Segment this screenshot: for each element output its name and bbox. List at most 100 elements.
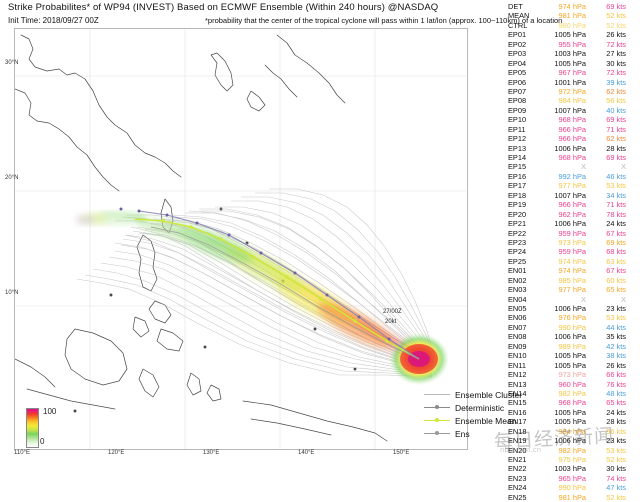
member-name: MEAN: [508, 11, 530, 21]
member-name: EP16: [508, 171, 527, 181]
member-name: EN16: [508, 407, 527, 417]
member-wind: 30 kts: [606, 464, 626, 474]
member-wind: 38 kts: [606, 351, 626, 361]
legend-swatch-icon: [424, 416, 450, 425]
member-pressure: 972 hPa: [558, 86, 586, 96]
member-name: EP19: [508, 200, 527, 210]
member-pressure: 966 hPa: [558, 124, 586, 134]
member-name: EP06: [508, 77, 527, 87]
member-pressure: 1001 hPa: [554, 77, 586, 87]
member-pressure: 989 hPa: [558, 341, 586, 351]
member-pressure: 982 hPa: [558, 388, 586, 398]
member-name: EN18: [508, 426, 527, 436]
table-row: EN07 990 hPa 44 kts: [508, 323, 640, 332]
table-row: EP08 984 hPa 56 kts: [508, 96, 640, 105]
member-name: EN22: [508, 464, 527, 474]
map-graphic: [15, 29, 467, 449]
member-name: EN15: [508, 398, 527, 408]
member-name: EN08: [508, 332, 527, 342]
member-pressure: 984 hPa: [558, 426, 586, 436]
member-wind: 67 kts: [606, 228, 626, 238]
ensemble-member-table[interactable]: DET 974 hPa 69 kts MEAN 981 hPa 52 kts CTRL 980…: [508, 2, 640, 502]
table-row: EP13 1006 hPa 28 kts: [508, 144, 640, 153]
member-pressure: 1007 hPa: [554, 190, 586, 200]
member-pressure: 985 hPa: [558, 275, 586, 285]
table-row: EN24 990 hPa 47 kts: [508, 483, 640, 492]
member-name: EN12: [508, 370, 527, 380]
table-row: EN08 1006 hPa 35 kts: [508, 332, 640, 341]
table-row: EN14 982 hPa 48 kts: [508, 389, 640, 398]
member-pressure: 1005 hPa: [554, 351, 586, 361]
member-name: EP11: [508, 124, 526, 134]
xtick-140e: 140°E: [298, 450, 315, 456]
strike-probability-map[interactable]: 27/00Z 20kt: [14, 28, 468, 450]
table-row: EP20 962 hPa 78 kts: [508, 210, 640, 219]
table-row: EN01 974 hPa 67 kts: [508, 266, 640, 275]
member-name: EP09: [508, 105, 527, 115]
member-wind: 28 kts: [606, 417, 626, 427]
member-name: EP13: [508, 143, 527, 153]
legend-item-3[interactable]: Ens: [424, 427, 544, 440]
table-row: EN11 1005 hPa 26 kts: [508, 361, 640, 370]
member-wind: 53 kts: [606, 313, 626, 323]
member-name: DET: [508, 2, 523, 11]
legend-swatch-icon: [424, 390, 450, 399]
member-wind: 53 kts: [606, 181, 626, 191]
colorbar-min-label: 0: [40, 437, 45, 446]
legend-item-label: Deterministic: [455, 402, 505, 413]
table-row: EP21 1006 hPa 24 kts: [508, 219, 640, 228]
table-row: MEAN 981 hPa 52 kts: [508, 11, 640, 20]
member-pressure: 974 hPa: [558, 256, 586, 266]
table-row: EN12 973 hPa 66 kts: [508, 370, 640, 379]
table-row: EP17 977 hPa 53 kts: [508, 181, 640, 190]
member-name: EN01: [508, 266, 527, 276]
member-wind: 23 kts: [606, 304, 626, 313]
member-name: EP17: [508, 181, 527, 191]
member-wind: 74 kts: [606, 473, 626, 483]
member-wind: 40 kts: [606, 105, 626, 115]
member-pressure: 968 hPa: [558, 398, 586, 408]
member-pressure: 1006 hPa: [554, 219, 586, 229]
member-wind: 68 kts: [606, 247, 626, 257]
member-wind: 48 kts: [606, 388, 626, 398]
table-row: EN25 981 hPa 52 kts: [508, 493, 640, 502]
member-name: EN06: [508, 313, 527, 323]
member-pressure: 981 hPa: [558, 492, 586, 502]
member-name: EN09: [508, 341, 527, 351]
member-wind: 28 kts: [606, 143, 626, 153]
member-pressure: 966 hPa: [558, 134, 586, 144]
table-row: EN15 968 hPa 65 kts: [508, 398, 640, 407]
table-row: EP14 968 hPa 69 kts: [508, 153, 640, 162]
table-row: DET 974 hPa 69 kts: [508, 2, 640, 11]
table-row: EP07 972 hPa 62 kts: [508, 87, 640, 96]
page-title: Strike Probabilites* of WP94 (INVEST) Ba…: [8, 2, 439, 13]
member-wind: 34 kts: [606, 190, 626, 200]
legend-item-2[interactable]: Ensemble Mean: [424, 414, 544, 427]
member-pressure: 1003 hPa: [554, 49, 586, 59]
table-row: EP01 1005 hPa 26 kts: [508, 30, 640, 39]
member-pressure: 977 hPa: [558, 285, 586, 295]
member-wind: 69 kts: [606, 115, 626, 125]
table-row: EP24 959 hPa 68 kts: [508, 247, 640, 256]
table-row: EN04 X X: [508, 295, 640, 304]
colorbar-max-label: 100: [43, 407, 57, 416]
legend-item-label: Ensemble Cluster: [455, 389, 523, 400]
member-wind: 56 kts: [606, 96, 626, 106]
member-wind: 69 kts: [606, 2, 626, 11]
table-row: EP23 973 hPa 69 kts: [508, 238, 640, 247]
member-wind: 52 kts: [606, 455, 626, 464]
legend-item-0[interactable]: Ensemble Cluster: [424, 388, 544, 401]
member-name: EP21: [508, 219, 527, 229]
member-name: CTRL: [508, 20, 528, 30]
member-pressure: 965 hPa: [558, 473, 586, 483]
member-pressure: X: [581, 294, 586, 304]
legend-item-1[interactable]: Deterministic: [424, 401, 544, 414]
legend-item-label: Ensemble Mean: [455, 415, 517, 426]
member-pressure: 1006 hPa: [554, 143, 586, 153]
member-pressure: 967 hPa: [558, 68, 586, 78]
storm-time-label: 27/00Z: [383, 309, 402, 315]
xtick-130e: 130°E: [203, 450, 220, 456]
member-pressure: 984 hPa: [558, 96, 586, 106]
member-name: EP10: [508, 115, 527, 125]
member-wind: 69 kts: [606, 153, 626, 162]
